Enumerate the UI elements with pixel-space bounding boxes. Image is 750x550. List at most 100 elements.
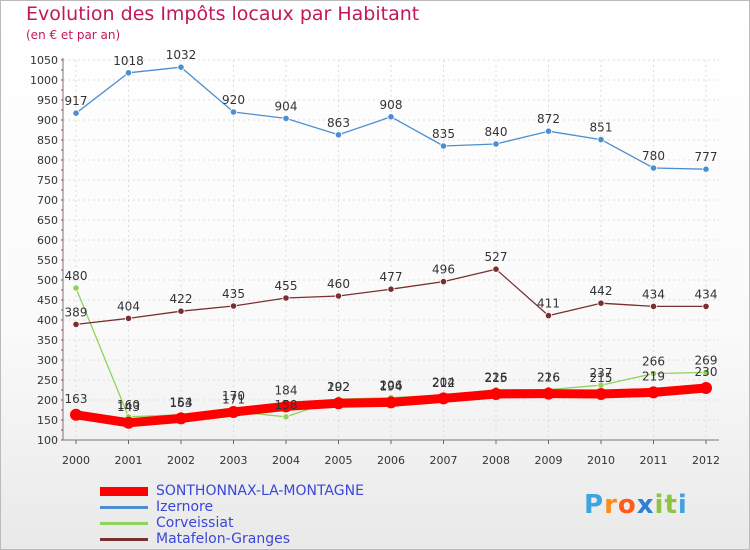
chart-legend: SONTHONNAX-LA-MONTAGNE Izernore Corveiss… xyxy=(100,483,420,547)
x-tick-label: 2007 xyxy=(430,454,458,467)
data-label: 1032 xyxy=(166,48,197,62)
data-label: 226 xyxy=(485,371,508,385)
data-point xyxy=(72,109,80,117)
x-tick-label: 2000 xyxy=(62,454,90,467)
data-point xyxy=(282,413,290,421)
data-point xyxy=(332,397,345,410)
logo-letter: r xyxy=(604,490,618,520)
data-label: 477 xyxy=(380,270,403,284)
data-label: 215 xyxy=(485,371,508,385)
y-tick-label: 150 xyxy=(37,414,58,427)
y-tick-label: 250 xyxy=(37,374,58,387)
legend-label: Matafelon-Granges xyxy=(156,531,291,547)
data-point xyxy=(334,292,343,300)
data-point xyxy=(229,302,238,310)
data-point xyxy=(595,388,607,400)
data-label: 170 xyxy=(222,389,245,403)
data-label: 917 xyxy=(65,94,88,108)
data-label: 219 xyxy=(642,369,665,383)
data-point xyxy=(490,388,502,400)
legend-swatch xyxy=(100,487,148,496)
data-label: 920 xyxy=(222,93,245,107)
data-point xyxy=(544,127,553,135)
x-tick-label: 2010 xyxy=(587,454,615,467)
data-label: 908 xyxy=(380,98,403,112)
chart-subtitle: (en € et par an) xyxy=(26,28,121,42)
y-tick-label: 850 xyxy=(37,134,58,147)
legend-swatch xyxy=(100,538,148,541)
data-label: 192 xyxy=(327,380,350,394)
data-label: 863 xyxy=(327,116,350,130)
data-label: 780 xyxy=(642,149,665,163)
data-label: 204 xyxy=(432,375,455,389)
data-label: 212 xyxy=(432,376,455,390)
x-tick-label: 2009 xyxy=(535,454,563,467)
data-label: 872 xyxy=(537,112,560,126)
data-label: 215 xyxy=(590,371,613,385)
data-label: 434 xyxy=(642,287,665,301)
y-tick-label: 750 xyxy=(37,174,58,187)
data-label: 411 xyxy=(537,297,560,311)
data-label: 496 xyxy=(432,263,455,277)
data-point xyxy=(700,382,712,394)
data-label: 480 xyxy=(65,269,88,283)
data-label: 184 xyxy=(275,383,298,397)
data-label: 202 xyxy=(327,380,350,394)
data-point xyxy=(124,314,133,322)
x-tick-label: 2008 xyxy=(482,454,510,467)
data-point xyxy=(177,63,185,71)
data-label: 835 xyxy=(432,127,455,141)
data-point xyxy=(387,113,395,121)
data-label: 171 xyxy=(222,393,245,407)
x-tick-label: 2002 xyxy=(167,454,195,467)
data-label: 194 xyxy=(380,379,403,393)
y-tick-label: 450 xyxy=(37,294,58,307)
y-tick-label: 200 xyxy=(37,394,58,407)
y-tick-label: 350 xyxy=(37,334,58,347)
data-label: 435 xyxy=(222,287,245,301)
data-point xyxy=(229,108,238,116)
data-point xyxy=(70,408,82,421)
data-point xyxy=(122,416,135,429)
logo-letter: x xyxy=(636,490,655,520)
data-point xyxy=(385,396,397,409)
legend-label: SONTHONNAX-LA-MONTAGNE xyxy=(156,483,364,499)
data-point xyxy=(437,392,450,405)
data-label: 269 xyxy=(695,353,718,367)
logo-letter: t xyxy=(664,490,678,520)
legend-swatch xyxy=(100,522,148,525)
y-tick-label: 800 xyxy=(37,154,58,167)
data-point xyxy=(649,302,658,310)
data-point xyxy=(649,369,658,378)
y-tick-label: 1000 xyxy=(30,74,58,87)
data-point xyxy=(647,386,660,399)
y-tick-label: 100 xyxy=(37,434,58,447)
data-point xyxy=(282,114,290,123)
data-point xyxy=(387,285,395,293)
data-label: 237 xyxy=(590,366,613,380)
x-tick-label: 2012 xyxy=(692,454,720,467)
data-label: 230 xyxy=(695,365,718,379)
data-point xyxy=(649,164,658,172)
legend-item: SONTHONNAX-LA-MONTAGNE xyxy=(100,483,420,499)
data-point xyxy=(597,136,605,144)
data-label: 777 xyxy=(695,150,718,164)
data-point xyxy=(492,140,500,148)
y-tick-label: 700 xyxy=(37,194,58,207)
logo-letter: i xyxy=(677,490,688,520)
data-point xyxy=(282,294,290,302)
y-tick-label: 550 xyxy=(37,254,58,267)
y-tick-label: 500 xyxy=(37,274,58,287)
y-tick-label: 900 xyxy=(37,114,58,127)
y-tick-label: 1050 xyxy=(30,54,58,67)
data-label: 206 xyxy=(380,379,403,393)
logo-letter: i xyxy=(654,490,665,520)
data-label: 455 xyxy=(275,279,298,293)
data-label: 216 xyxy=(537,371,560,385)
data-label: 160 xyxy=(117,398,140,412)
x-tick-label: 2011 xyxy=(640,454,668,467)
data-point xyxy=(702,302,710,310)
data-label: 904 xyxy=(275,99,298,113)
